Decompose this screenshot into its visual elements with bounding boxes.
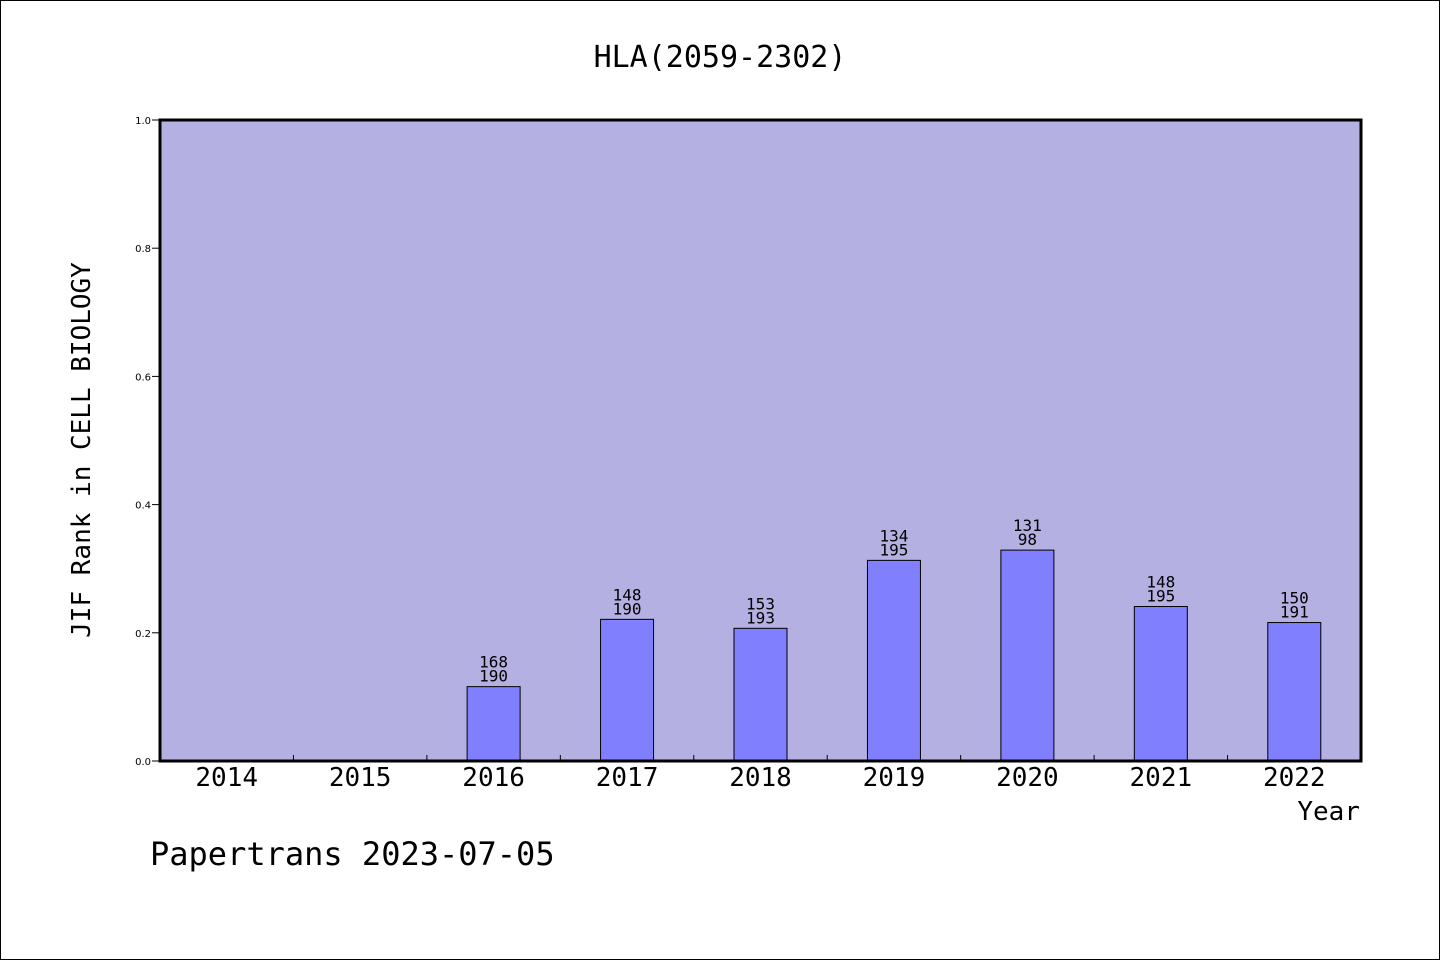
x-tick-label: 2019 (863, 763, 926, 793)
bar (600, 618, 655, 762)
x-tick-label: 2014 (195, 763, 258, 793)
footer-text: Papertrans 2023-07-05 (150, 835, 555, 873)
bar-label-bottom: 191 (1280, 603, 1309, 622)
x-tick-label: 2018 (729, 763, 792, 793)
bar (1000, 549, 1055, 762)
x-tick-label: 2020 (996, 763, 1059, 793)
y-tick-label: 0.2 (135, 629, 151, 640)
y-tick-label: 1.0 (135, 116, 151, 127)
chart-title: HLA(2059-2302) (594, 40, 847, 75)
bar (866, 559, 921, 762)
bar (1133, 606, 1188, 762)
bar (733, 627, 788, 762)
bar (1267, 622, 1322, 762)
bar-label-top: 150 (1280, 589, 1309, 608)
y-tick-label: 0.4 (135, 501, 151, 512)
bar-label-top: 148 (613, 585, 642, 604)
y-tick-label: 0.6 (135, 372, 151, 383)
y-tick-label: 0.8 (135, 244, 151, 255)
x-tick-label: 2015 (329, 763, 392, 793)
bar-label-bottom: 195 (879, 540, 908, 559)
x-tick-label: 2021 (1130, 763, 1193, 793)
bar-label-bottom: 193 (746, 608, 775, 627)
x-tick-label: 2022 (1263, 763, 1326, 793)
bar-label-bottom: 195 (1146, 587, 1175, 606)
y-axis: 0.0 0.2 0.4 0.6 0.8 1.0 (135, 116, 160, 768)
bars (466, 549, 1322, 762)
x-axis: 2014 2015 2016 2017 2018 2019 2020 2021 2022 (195, 755, 1326, 793)
x-tick-label: 2017 (596, 763, 659, 793)
bar-label-top: 148 (1146, 573, 1175, 592)
bar (466, 686, 521, 762)
bar-label-top: 168 (479, 653, 508, 672)
bar-label-bottom: 98 (1018, 530, 1037, 549)
bar-label-top: 131 (1013, 516, 1042, 535)
x-tick-label: 2016 (462, 763, 525, 793)
bar-label-bottom: 190 (613, 599, 642, 618)
bar-label-top: 134 (879, 526, 908, 545)
plot-border (158, 118, 1363, 763)
bar-label-bottom: 190 (479, 667, 508, 686)
y-tick-label: 0.0 (135, 757, 151, 768)
x-axis-label: Year (1297, 797, 1360, 827)
bar-label-top: 153 (746, 594, 775, 613)
y-axis-label: JIF Rank in CELL BIOLOGY (67, 262, 97, 638)
